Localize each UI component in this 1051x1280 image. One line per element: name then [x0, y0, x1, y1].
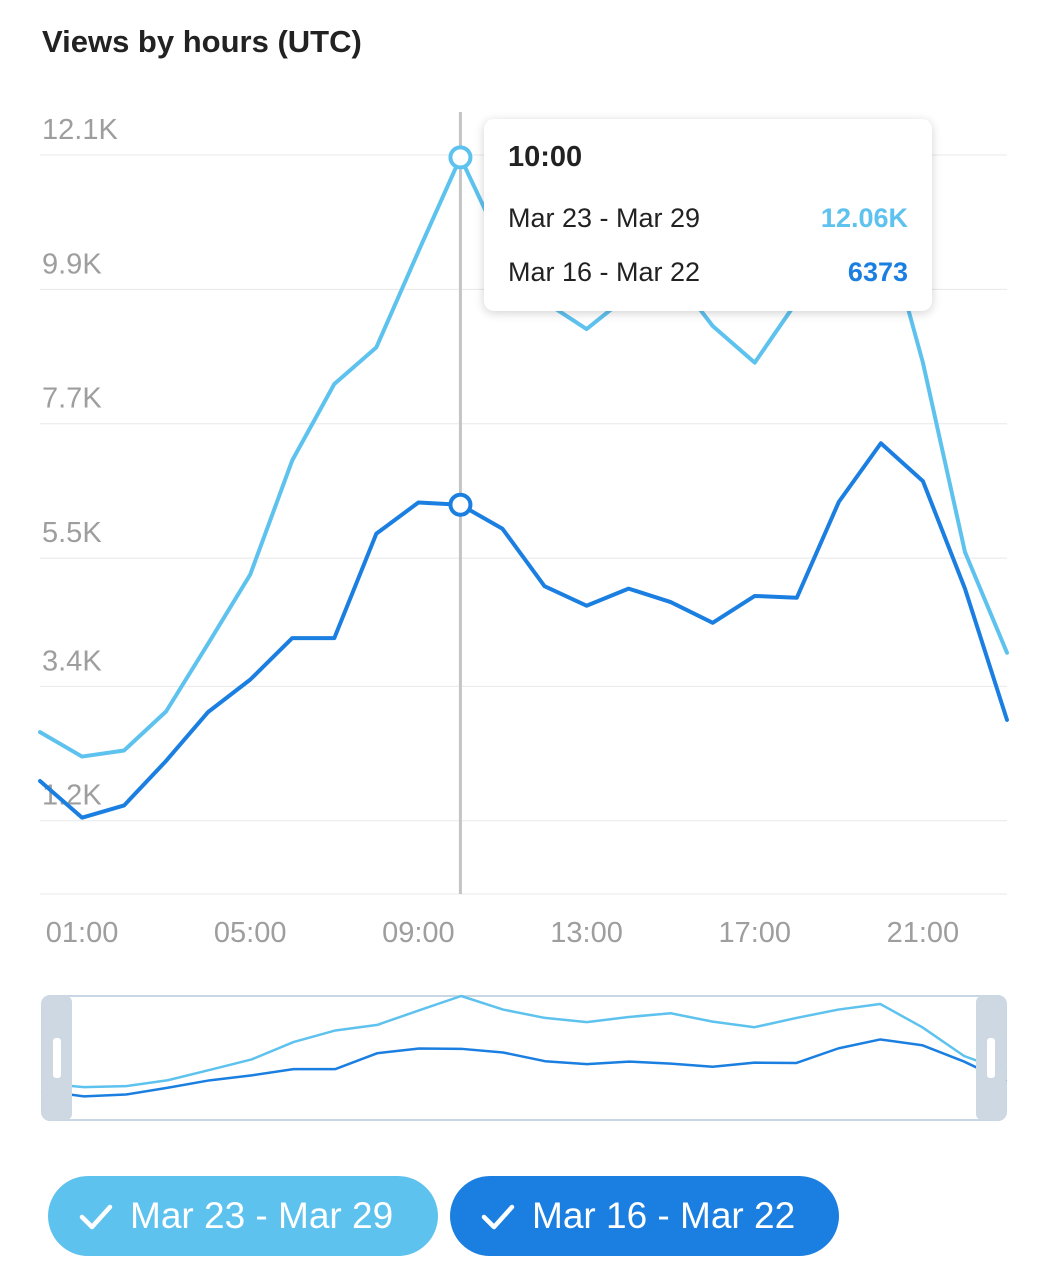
series-line — [38, 441, 1009, 820]
legend-toggle-mar23-mar29[interactable]: Mar 23 - Mar 29 — [48, 1176, 438, 1256]
legend-label: Mar 23 - Mar 29 — [130, 1195, 394, 1236]
navigator-series-line — [41, 994, 1007, 1089]
y-tick-label: 9.9K — [42, 248, 102, 280]
hover-point — [448, 145, 473, 170]
y-tick-label: 7.7K — [42, 383, 102, 415]
x-tick-label: 17:00 — [718, 917, 791, 949]
tooltip-series-label: Mar 16 - Mar 22 — [508, 257, 701, 287]
y-tick-label: 3.4K — [42, 645, 102, 677]
range-navigator[interactable] — [0, 990, 1051, 1130]
check-icon — [481, 1204, 515, 1230]
y-tick-label: 5.5K — [42, 517, 102, 549]
check-icon — [79, 1204, 113, 1230]
legend-label: Mar 16 - Mar 22 — [532, 1195, 796, 1236]
tooltip-series-value: 6373 — [847, 257, 908, 287]
tooltip-row: Mar 16 - Mar 22 6373 — [508, 257, 908, 288]
x-tick-label: 21:00 — [887, 917, 960, 949]
x-tick-label: 09:00 — [382, 917, 455, 949]
y-tick-label: 1.2K — [42, 780, 102, 812]
y-tick-label: 12.1K — [42, 114, 118, 146]
x-tick-label: 13:00 — [550, 917, 623, 949]
x-tick-label: 05:00 — [214, 917, 287, 949]
tooltip-row: Mar 23 - Mar 29 12.06K — [508, 203, 908, 234]
legend-toggle-mar16-mar22[interactable]: Mar 16 - Mar 22 — [450, 1176, 839, 1256]
tooltip-series-value: 12.06K — [820, 203, 908, 233]
chart-title: Views by hours (UTC) — [42, 24, 362, 59]
handle-grip — [53, 1038, 61, 1078]
navigator-series-line — [41, 1038, 1007, 1098]
handle-grip — [987, 1038, 995, 1078]
hover-point — [448, 492, 473, 517]
x-tick-label: 01:00 — [46, 917, 119, 949]
tooltip-series-label: Mar 23 - Mar 29 — [508, 203, 701, 233]
tooltip-time: 10:00 — [508, 141, 583, 173]
chart-tooltip: 10:00 Mar 23 - Mar 29 12.06K Mar 16 - Ma… — [484, 119, 932, 311]
